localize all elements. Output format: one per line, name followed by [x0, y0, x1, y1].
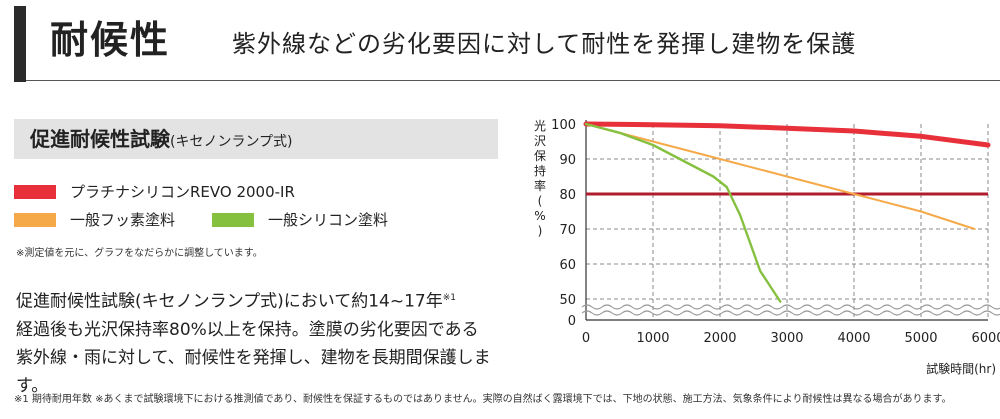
page-title: 耐候性 [50, 18, 171, 62]
legend-item-silicone: 一般シリコン塗料 [212, 210, 412, 230]
y-tick-label: 60 [559, 258, 576, 273]
y-axis-label-char: ) [538, 224, 543, 238]
header-divider [26, 80, 1000, 81]
series-line-revo [583, 121, 991, 148]
footnote: ※1 期待耐用年数 ※あくまで試験環境下における推測値であり、耐候性を保証するも… [14, 394, 952, 405]
grid [586, 124, 989, 320]
body-line-3: 紫外線・雨に対して、耐候性を発揮し、建物を長期間保護します。 [16, 347, 491, 396]
y-axis-label-char: 保 [534, 149, 546, 163]
x-tick-labels: 0 1000 2000 3000 4000 5000 6000 [582, 331, 1000, 346]
y-tick-label: 90 [559, 153, 576, 168]
body-line-1: 促進耐候性試験(キセノンランプ式)において約14~17年※1 [16, 284, 516, 316]
y-tick-label: 70 [559, 223, 576, 238]
x-tick-label: 3000 [770, 331, 803, 346]
legend-label-silicone: 一般シリコン塗料 [268, 211, 389, 229]
legend-label-revo: プラチナシリコンREVO 2000-IR [70, 183, 295, 201]
body-line-2: 経過後も光沢保持率80%以上を保持。塗膜の劣化要因である [16, 319, 479, 340]
x-tick-label: 2000 [703, 331, 736, 346]
x-tick-label: 4000 [837, 331, 870, 346]
y-axis-label-char: 沢 [534, 134, 546, 148]
y-tick-labels: 100 90 80 70 60 50 0 [551, 118, 576, 329]
x-tick-label: 5000 [904, 331, 937, 346]
axis-break [581, 304, 1000, 316]
y-axis-label-char: 持 [534, 163, 546, 178]
body-paragraph: 促進耐候性試験(キセノンランプ式)において約14~17年※1 経過後も光沢保持率… [16, 284, 516, 400]
x-tick-label: 1000 [636, 331, 669, 346]
y-axis-label-char: 率 [534, 178, 546, 193]
series-line-silicone [584, 122, 782, 303]
y-tick-label: 0 [568, 314, 576, 329]
legend-swatch-revo [14, 185, 56, 199]
section-title-paren: (キセノンランプ式) [170, 134, 293, 150]
page-subtitle: 紫外線などの劣化要因に対して耐性を発揮し建物を保護 [232, 30, 857, 58]
y-axis-label-char: ( [538, 194, 543, 208]
y-axis-label-char: % [534, 209, 545, 223]
y-tick-label: 80 [559, 188, 576, 203]
section-title: 促進耐候性試験(キセノンランプ式) [30, 119, 293, 162]
y-tick-label: 100 [551, 118, 576, 133]
chart-note: ※測定値を元に、グラフをなだらかに調整しています。 [16, 248, 263, 259]
axes [585, 120, 988, 321]
legend-swatch-silicone [212, 213, 254, 227]
gloss-retention-chart: 光沢保持率(%) 100 90 80 70 60 50 0 0 1000 2000 3000 400… [534, 118, 1000, 376]
footnote-mark: ※1 [442, 293, 457, 303]
legend-item-revo: プラチナシリコンREVO 2000-IR [14, 182, 414, 202]
x-axis-label: 試験時間(hr) [926, 361, 996, 376]
series-line-fluorine [585, 123, 976, 230]
series-lines [583, 121, 991, 303]
body-line-1-text: 促進耐候性試験(キセノンランプ式)において約14~17年 [16, 291, 443, 312]
header-accent-bar [14, 6, 26, 82]
y-tick-label: 50 [559, 293, 576, 308]
y-axis-label: 光沢保持率(%) [534, 119, 546, 238]
section-header: 促進耐候性試験(キセノンランプ式) [14, 119, 498, 159]
legend-swatch-fluorine [14, 213, 56, 227]
legend-label-fluorine: 一般フッ素塗料 [70, 211, 176, 229]
x-tick-label: 6000 [971, 331, 1000, 346]
axis-break-wave [581, 310, 1000, 316]
section-title-main: 促進耐候性試験 [30, 127, 170, 151]
axis-break-wave [581, 304, 1000, 310]
y-axis-label-char: 光 [534, 119, 546, 133]
legend-item-fluorine: 一般フッ素塗料 [14, 210, 214, 230]
x-tick-label: 0 [582, 331, 590, 346]
